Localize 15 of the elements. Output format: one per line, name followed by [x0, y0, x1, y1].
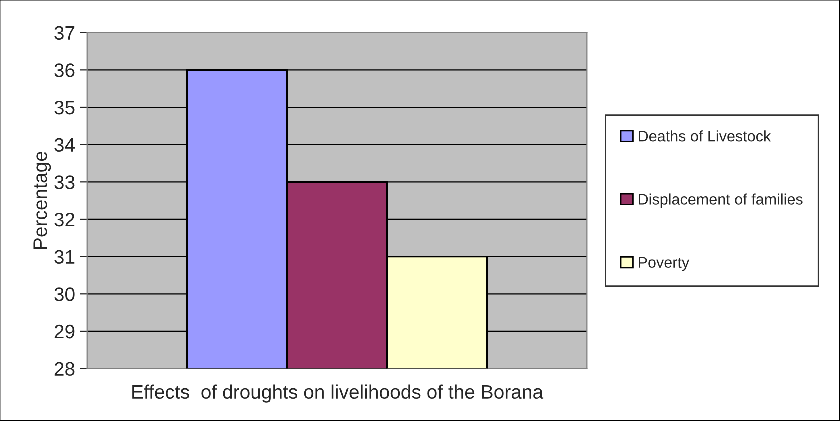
y-tick-label: 37 — [54, 26, 75, 40]
legend-label: Deaths of Livestock — [639, 130, 772, 142]
y-tick-label: 31 — [54, 250, 75, 264]
y-tick-label: 33 — [54, 176, 75, 190]
y-tick-label: 36 — [54, 64, 75, 78]
y-tick-label: 34 — [54, 138, 75, 152]
y-tick-label: 29 — [54, 324, 75, 339]
legend-label: Poverty — [639, 257, 690, 272]
x-axis-title: Effects of droughts on livelihoods of the Borana — [132, 384, 544, 403]
y-tick-label: 32 — [54, 212, 75, 227]
y-axis-title: Percentage — [34, 152, 52, 249]
y-tick-label: 35 — [54, 100, 75, 115]
y-tick-label: 30 — [54, 288, 75, 302]
legend-label: Displacement of families — [639, 194, 803, 208]
y-tick-label: 28 — [54, 362, 75, 376]
